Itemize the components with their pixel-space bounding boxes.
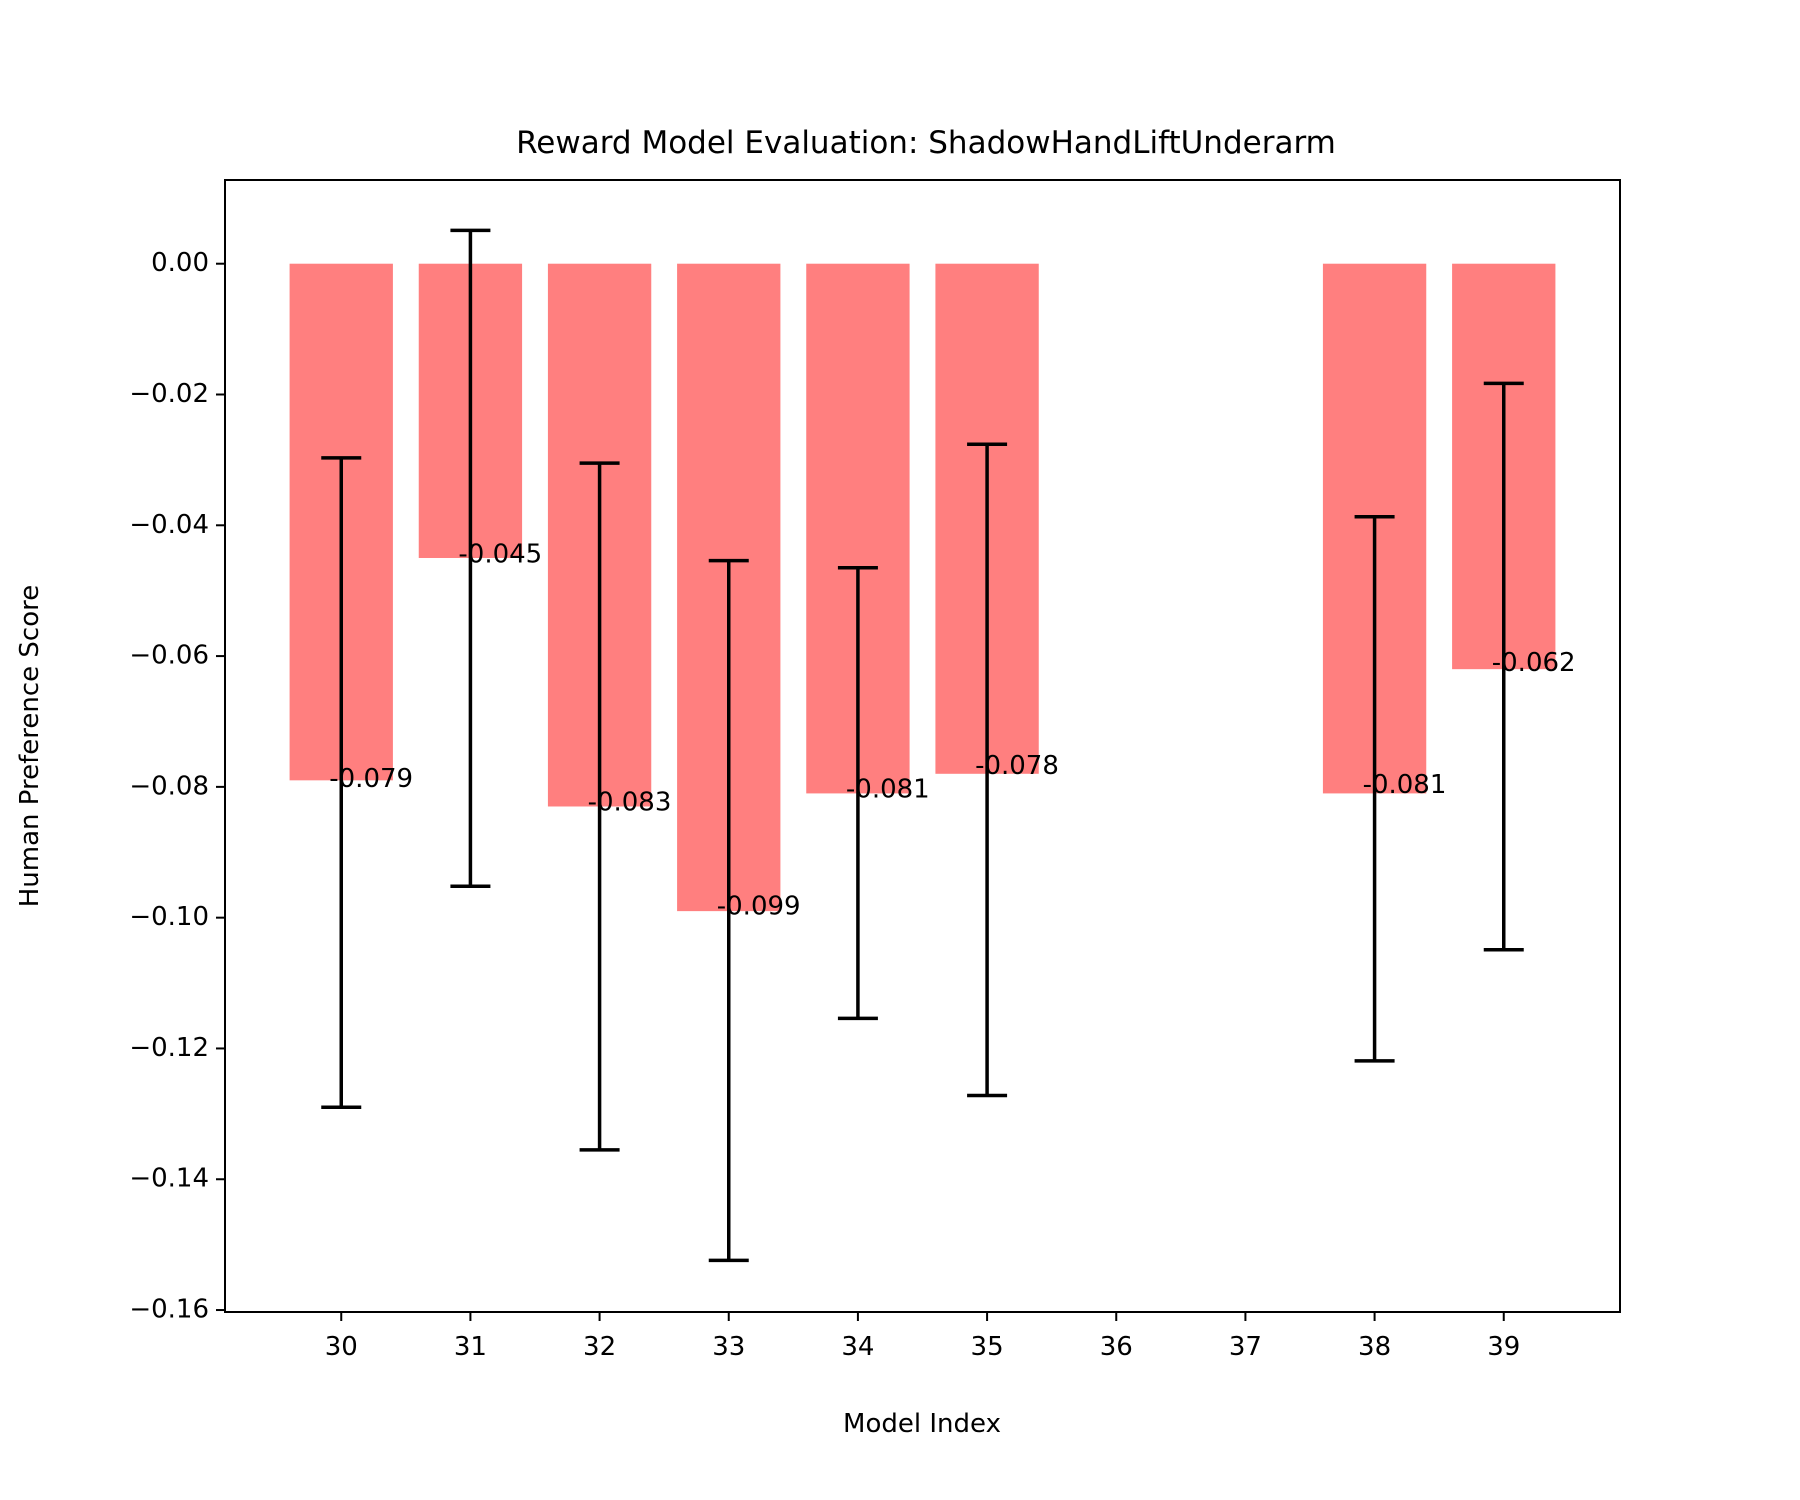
x-tick-label-30: 30 bbox=[325, 1332, 358, 1362]
x-tick-label-34: 34 bbox=[841, 1332, 874, 1362]
y-axis-label: Human Preference Score bbox=[15, 585, 45, 908]
x-tick-label-38: 38 bbox=[1358, 1332, 1391, 1362]
data-label-38: -0.081 bbox=[1363, 770, 1447, 800]
x-tick-label-35: 35 bbox=[971, 1332, 1004, 1362]
x-tick-label-36: 36 bbox=[1100, 1332, 1133, 1362]
x-tick-label-37: 37 bbox=[1229, 1332, 1262, 1362]
axes-frame bbox=[224, 179, 1621, 1313]
y-tick-label-1: −0.02 bbox=[129, 379, 209, 409]
y-tick-label-8: −0.16 bbox=[129, 1295, 209, 1325]
y-tick-label-2: −0.04 bbox=[129, 510, 209, 540]
data-label-30: -0.079 bbox=[329, 764, 413, 794]
y-tick-label-6: −0.12 bbox=[129, 1033, 209, 1063]
data-label-39: -0.062 bbox=[1492, 648, 1576, 678]
y-tick-label-5: −0.10 bbox=[129, 902, 209, 932]
x-tick-label-39: 39 bbox=[1487, 1332, 1520, 1362]
data-label-35: -0.078 bbox=[975, 751, 1059, 781]
data-label-33: -0.099 bbox=[717, 892, 801, 922]
data-label-34: -0.081 bbox=[846, 774, 930, 804]
data-label-31: -0.045 bbox=[458, 540, 542, 570]
y-tick-label-0: 0.00 bbox=[151, 248, 209, 278]
y-tick-label-4: −0.08 bbox=[129, 771, 209, 801]
x-tick-label-33: 33 bbox=[712, 1332, 745, 1362]
x-axis-label: Model Index bbox=[843, 1409, 1001, 1439]
y-tick-label-7: −0.14 bbox=[129, 1164, 209, 1194]
x-tick-label-31: 31 bbox=[454, 1332, 487, 1362]
x-tick-label-32: 32 bbox=[583, 1332, 616, 1362]
chart-title: Reward Model Evaluation: ShadowHandLiftU… bbox=[516, 125, 1336, 161]
data-label-32: -0.083 bbox=[588, 788, 672, 818]
plot-area: -0.079 -0.045 -0.083 -0.099 -0.081 -0.078 -0.0… bbox=[129, 228, 1576, 1362]
y-tick-label-3: −0.06 bbox=[129, 641, 209, 671]
